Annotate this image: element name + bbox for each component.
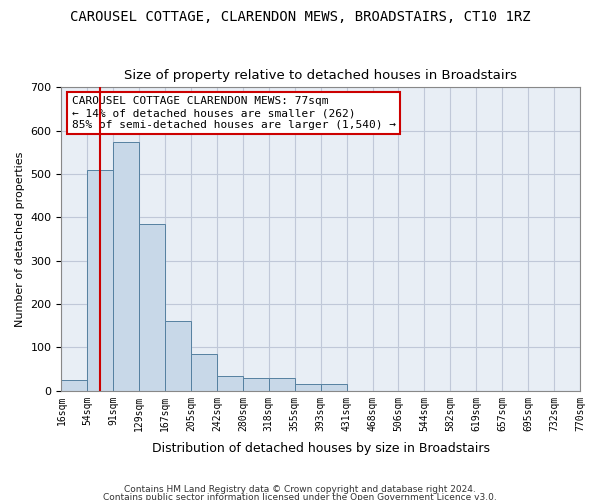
Bar: [217, 376, 243, 391]
Text: Contains public sector information licensed under the Open Government Licence v3: Contains public sector information licen…: [103, 492, 497, 500]
Bar: [88, 170, 113, 391]
Bar: [295, 384, 321, 391]
Bar: [191, 354, 217, 391]
Bar: [139, 224, 165, 391]
Bar: [269, 378, 295, 391]
Y-axis label: Number of detached properties: Number of detached properties: [15, 152, 25, 326]
Bar: [243, 378, 269, 391]
Text: CAROUSEL COTTAGE CLARENDON MEWS: 77sqm
← 14% of detached houses are smaller (262: CAROUSEL COTTAGE CLARENDON MEWS: 77sqm ←…: [72, 96, 396, 130]
Bar: [321, 384, 347, 391]
X-axis label: Distribution of detached houses by size in Broadstairs: Distribution of detached houses by size …: [152, 442, 490, 455]
Text: Contains HM Land Registry data © Crown copyright and database right 2024.: Contains HM Land Registry data © Crown c…: [124, 486, 476, 494]
Title: Size of property relative to detached houses in Broadstairs: Size of property relative to detached ho…: [124, 69, 517, 82]
Bar: [61, 380, 88, 391]
Text: CAROUSEL COTTAGE, CLARENDON MEWS, BROADSTAIRS, CT10 1RZ: CAROUSEL COTTAGE, CLARENDON MEWS, BROADS…: [70, 10, 530, 24]
Bar: [113, 142, 139, 391]
Bar: [165, 322, 191, 391]
